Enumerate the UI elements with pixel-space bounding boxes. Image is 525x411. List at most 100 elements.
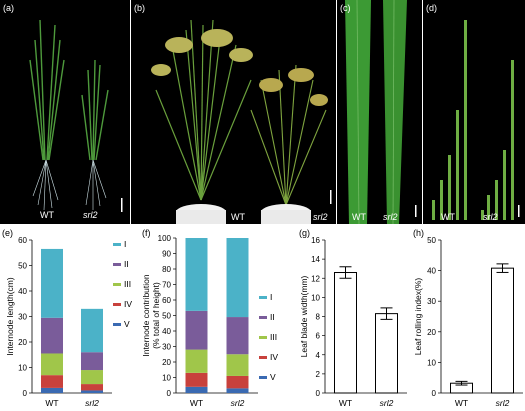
y-tick-label: 30 (18, 313, 27, 322)
y-tick-label: 10 (162, 374, 171, 383)
y-tick-label: 16 (311, 236, 320, 245)
y-tick-label: 100 (158, 234, 172, 243)
panel-label: (g) (299, 228, 310, 238)
panel-label: (f) (142, 228, 151, 238)
y-tick-label: 50 (18, 262, 27, 271)
internode-length-chart: (e) 0 10 20 30 40 50 60 Internode length(cm) WT sr… (2, 228, 132, 408)
bar-segment-III (185, 349, 208, 373)
chart-panel-g: (g) 0 2 4 6 8 10 12 14 16 Leaf blade width(mm) WT sr… (297, 226, 410, 411)
photo-panel-c: (c) WT srl2 (337, 0, 422, 224)
y-tick-label: 2 (316, 370, 321, 379)
leaf-rolling-index-chart: (h) 0 10 20 30 40 50 Leaf rolling index(%) WT srl… (413, 228, 523, 408)
legend-swatch-I (259, 296, 267, 299)
y-tick-label: 40 (18, 287, 27, 296)
bar-segment-V (226, 388, 249, 393)
y-tick-label: 0 (167, 389, 172, 398)
legend-swatch-III (259, 336, 267, 339)
bar-segment-II (41, 317, 63, 354)
y-tick-label: 30 (427, 297, 436, 306)
bar-segment-I (41, 248, 63, 318)
chart-panel-f: (f) 0 10 20 30 40 50 60 70 80 90 100 Internode contr… (140, 226, 295, 411)
tag-srl2: srl2 (483, 212, 498, 222)
internode-contribution-chart: (f) 0 10 20 30 40 50 60 70 80 90 100 Internode contr… (141, 228, 278, 408)
tag-wt: WT (441, 212, 455, 222)
y-axis-label: Internode length(cm) (5, 277, 15, 356)
tag-srl2: srl2 (313, 212, 328, 222)
bar-segment-V (41, 387, 63, 393)
bar (375, 313, 398, 394)
y-tick-label: 90 (162, 250, 171, 259)
bar-segment-IV (81, 384, 103, 391)
bar-segment-III (226, 354, 249, 376)
legend-swatch-IV (113, 303, 121, 306)
legend-swatch-IV (259, 356, 267, 359)
y-tick-label: 10 (18, 364, 27, 373)
legend-swatch-II (113, 263, 121, 266)
y-tick-label: 50 (427, 236, 436, 245)
panel-label: (h) (413, 228, 424, 238)
legend-label-V: V (270, 372, 276, 382)
y-tick-label: 0 (432, 389, 437, 398)
y-tick-label: 20 (427, 328, 436, 337)
bar-segment-II (81, 352, 103, 371)
y-tick-label: 6 (316, 332, 321, 341)
chart-panel-e: (e) 0 10 20 30 40 50 60 Internode length(cm) WT sr… (0, 226, 140, 411)
legend-label-III: III (124, 279, 131, 289)
tag-wt: WT (231, 212, 245, 222)
legend-swatch-II (259, 316, 267, 319)
legend-label-IV: IV (124, 299, 132, 309)
bar-segment-III (41, 353, 63, 376)
y-tick-label: 50 (162, 312, 171, 321)
tag-srl2: srl2 (83, 210, 98, 220)
panel-label: (e) (2, 228, 13, 238)
y-tick-label: 40 (162, 327, 171, 336)
internodes-image (423, 0, 525, 224)
y-tick-label: 80 (162, 265, 171, 274)
panel-label-d: (d) (426, 3, 437, 13)
y-tick-label: 20 (18, 338, 27, 347)
x-tick-label: srl2 (85, 398, 99, 408)
y-tick-label: 12 (311, 274, 320, 283)
bar-segment-V (81, 390, 103, 393)
bar-segment-III (81, 370, 103, 385)
y-tick-label: 60 (18, 236, 27, 245)
legend-label-II: II (124, 259, 129, 269)
bar-segment-IV (185, 372, 208, 387)
rice-plants-image (131, 0, 336, 224)
photo-panel-a: (a) WT srl2 (0, 0, 130, 224)
bar-segment-IV (41, 375, 63, 388)
bar-segment-I (226, 238, 249, 318)
bar-segment-V (185, 386, 208, 393)
y-tick-label: 8 (316, 313, 321, 322)
x-tick-label: WT (45, 398, 58, 408)
bar-segment-IV (226, 375, 249, 389)
legend-label-II: II (270, 312, 275, 322)
y-tick-label: 10 (427, 358, 436, 367)
x-tick-label: WT (190, 398, 203, 408)
legend-label-V: V (124, 319, 130, 329)
photo-panel-b: (b) WT srl2 (131, 0, 336, 224)
bar-segment-I (185, 238, 208, 311)
photo-panel-d: (d) WT srl2 (423, 0, 525, 224)
legend-swatch-V (113, 323, 121, 326)
panel-label-c: (c) (340, 3, 351, 13)
y-axis-label: Leaf blade width(mm) (299, 275, 309, 357)
y-tick-label: 4 (316, 351, 321, 360)
y-tick-label: 30 (162, 343, 171, 352)
legend-swatch-I (113, 243, 121, 246)
x-tick-label: WT (455, 398, 468, 408)
y-tick-label: 40 (427, 267, 436, 276)
y-tick-label: 70 (162, 281, 171, 290)
y-axis-label: (% total of height) (151, 282, 161, 349)
y-tick-label: 0 (23, 389, 28, 398)
leaf-blade-width-chart: (g) 0 2 4 6 8 10 12 14 16 Leaf blade width(mm) WT sr… (299, 228, 407, 408)
tag-srl2: srl2 (383, 212, 398, 222)
legend-label-I: I (124, 239, 126, 249)
x-tick-label: WT (339, 398, 352, 408)
bar-segment-I (81, 308, 103, 353)
chart-panel-h: (h) 0 10 20 30 40 50 Leaf rolling index(%) WT srl… (411, 226, 525, 411)
x-tick-label: srl2 (231, 398, 245, 408)
bar (334, 272, 357, 394)
legend-label-III: III (270, 332, 277, 342)
y-tick-label: 10 (311, 293, 320, 302)
